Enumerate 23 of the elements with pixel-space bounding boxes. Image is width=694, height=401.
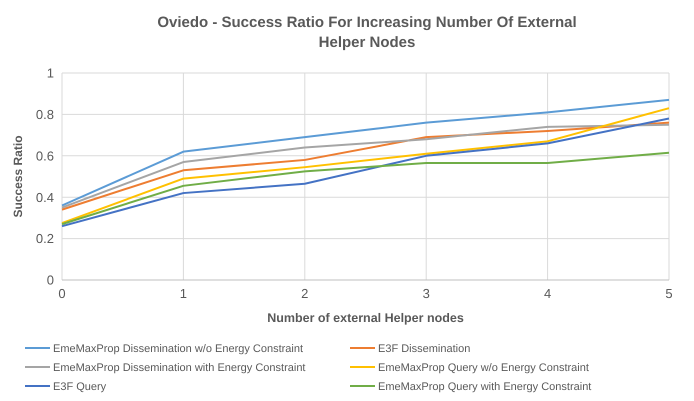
legend-label: E3F Query [53,380,107,393]
y-tick-label: 0.4 [36,190,54,205]
x-axis-title: Number of external Helper nodes [267,311,464,325]
legend-label: E3F Dissemination [378,342,470,355]
x-tick-label: 0 [58,286,66,301]
legend-label: EmeMaxProp Dissemination with Energy Constraint [53,362,306,374]
x-tick-label: 4 [544,286,552,301]
y-tick-label: 0.6 [36,148,54,164]
line-series [61,152,670,226]
x-tick-label: 5 [665,286,673,301]
y-axis-title: Success Ratio [11,135,25,218]
x-tick-label: 3 [422,286,430,301]
x-tick-label: 1 [180,286,188,301]
y-tick-label: 1 [46,66,54,81]
legend-label: EmeMaxProp Query w/o Energy Constraint [378,362,589,374]
y-tick-label: 0.8 [36,106,54,122]
y-tick-label: 0.2 [36,231,54,246]
y-tick-label: 0 [46,272,54,288]
legend-label: EmeMaxProp Dissemination w/o Energy Constraint [53,342,304,355]
legend-label: EmeMaxProp Query with Energy Constraint [378,380,592,393]
chart-title: Oviedo - Success Ratio For Increasing Number Of External Helper Nodes [157,14,577,51]
line-series [61,98,670,206]
x-tick-label: 2 [301,286,308,301]
